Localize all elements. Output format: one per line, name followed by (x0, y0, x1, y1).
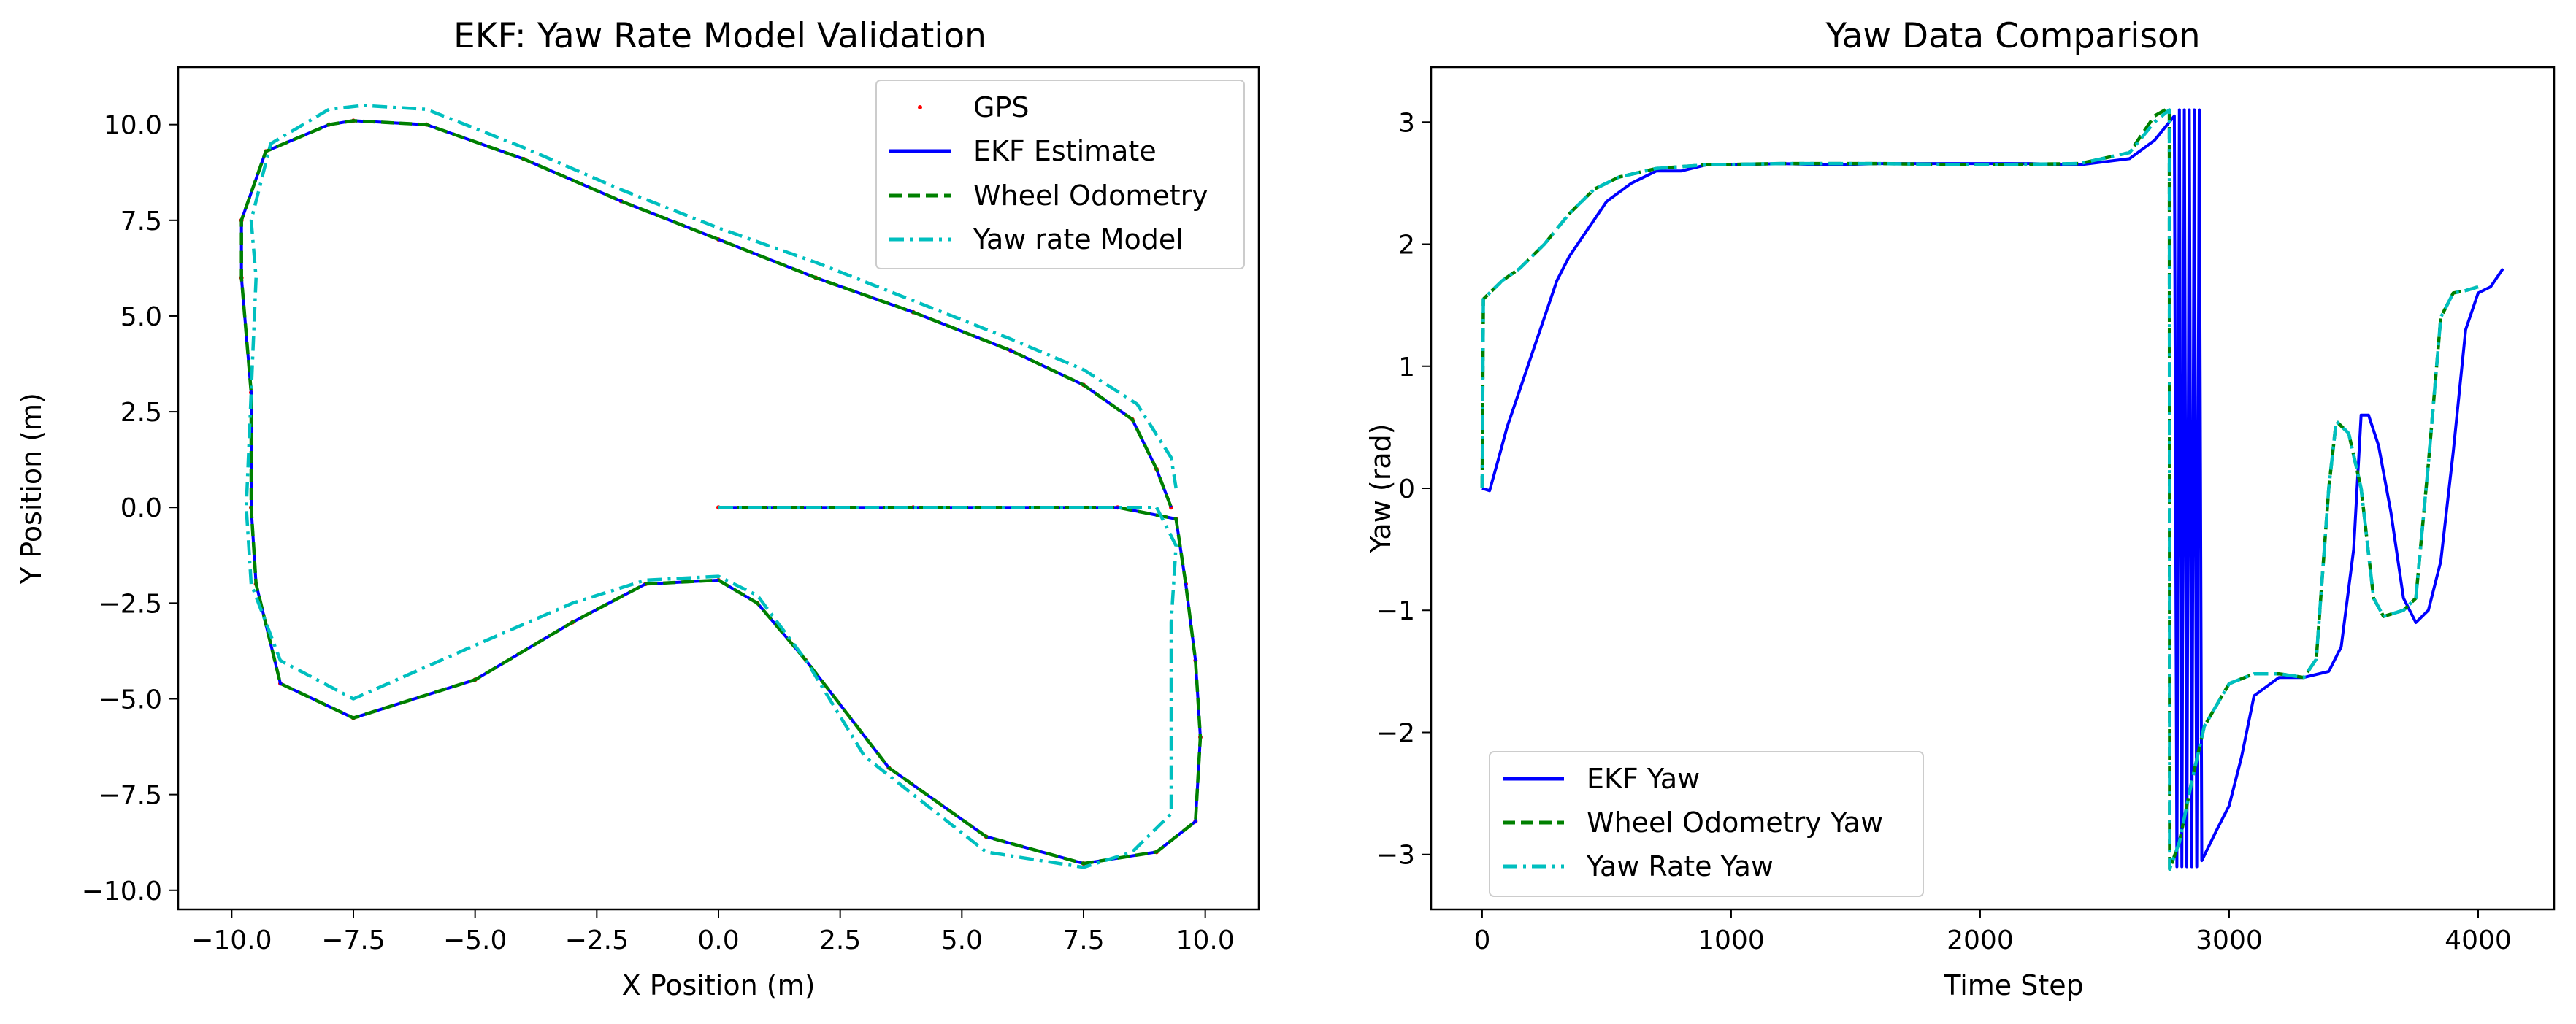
trajectory-chart-marks (239, 104, 1203, 869)
x-tick-label: 0 (1473, 925, 1490, 955)
y-tick-label: 2.5 (120, 398, 162, 428)
yaw-chart-marks (1480, 105, 2504, 871)
y-tick-label: 0 (1398, 474, 1415, 504)
yaw-chart-title: Yaw Data Comparison (1825, 16, 2201, 56)
x-tick-label: 4000 (2445, 925, 2512, 955)
x-tick-label: 2000 (1947, 925, 2014, 955)
trajectory-legend-box (875, 80, 1245, 269)
legend-yaw-rate-yaw-label: Yaw Rate Yaw (1586, 850, 1774, 882)
legend-gps-marker (918, 105, 922, 109)
y-tick-label: −5.0 (99, 685, 162, 715)
yaw-chart-legend: EKF Yaw Wheel Odometry Yaw Yaw Rate Yaw (1489, 751, 1924, 897)
legend-wheel-odometry-yaw-label: Wheel Odometry Yaw (1587, 807, 1883, 839)
trajectory-chart-ylabel: Y Position (m) (15, 393, 47, 585)
yaw-chart-xticks: 0 1000 2000 3000 4000 (1473, 909, 2512, 955)
trajectory-chart-xticks: −10.0 −7.5 −5.0 −2.5 0.0 2.5 5.0 7.5 10.0 (191, 909, 1235, 955)
y-tick-label: −3 (1376, 841, 1415, 871)
y-tick-label: −7.5 (99, 781, 162, 811)
x-tick-label: −10.0 (191, 925, 272, 955)
trajectory-chart-yticks: −10.0 −7.5 −5.0 −2.5 0.0 2.5 5.0 7.5 10.0 (82, 111, 178, 906)
wheel-odometry-line (239, 119, 1203, 866)
legend-gps-label: GPS (973, 91, 1029, 123)
y-tick-label: 5.0 (120, 302, 162, 332)
x-tick-label: 1000 (1698, 925, 1765, 955)
x-tick-label: 0.0 (697, 925, 739, 955)
x-tick-label: −7.5 (321, 925, 385, 955)
y-tick-label: −1 (1376, 596, 1415, 626)
y-tick-label: 2 (1398, 231, 1415, 261)
y-tick-label: 1 (1398, 353, 1415, 382)
y-tick-label: −2 (1376, 718, 1415, 748)
legend-yaw-rate-model-label: Yaw rate Model (973, 223, 1184, 255)
x-tick-label: 7.5 (1062, 925, 1104, 955)
trajectory-chart-xlabel: X Position (m) (622, 969, 816, 1001)
x-tick-label: −5.0 (443, 925, 507, 955)
x-tick-label: 5.0 (941, 925, 983, 955)
y-tick-label: 7.5 (120, 207, 162, 236)
x-tick-label: 3000 (2196, 925, 2263, 955)
ekf-yaw-line (1481, 108, 2504, 869)
trajectory-chart: EKF: Yaw Rate Model Validation −10.0 −7.5… (15, 16, 1260, 1001)
yaw-legend-box (1489, 751, 1924, 897)
y-tick-label: 10.0 (104, 111, 162, 141)
yaw-rate-yaw-line (1480, 108, 2479, 871)
legend-wheel-odometry-label: Wheel Odometry (973, 180, 1208, 212)
trajectory-chart-title: EKF: Yaw Rate Model Validation (453, 16, 986, 56)
trajectory-chart-legend: GPS EKF Estimate Wheel Odometry Yaw rate… (875, 80, 1245, 269)
x-tick-label: 10.0 (1176, 925, 1235, 955)
y-tick-label: −10.0 (82, 877, 162, 906)
legend-ekf-yaw-label: EKF Yaw (1587, 763, 1700, 795)
yaw-chart: Yaw Data Comparison 0 1000 2000 3000 4000 −3… (1365, 16, 2556, 1001)
y-tick-label: −2.5 (99, 589, 162, 619)
x-tick-label: −2.5 (565, 925, 629, 955)
x-tick-label: 2.5 (819, 925, 861, 955)
y-tick-label: 0.0 (120, 493, 162, 523)
yaw-chart-ylabel: Yaw (rad) (1365, 423, 1397, 553)
legend-ekf-estimate-label: EKF Estimate (973, 135, 1157, 167)
y-tick-label: 3 (1398, 108, 1415, 138)
yaw-chart-xlabel: Time Step (1943, 969, 2084, 1001)
yaw-chart-yticks: −3 −2 −1 0 1 2 3 (1376, 108, 1431, 871)
